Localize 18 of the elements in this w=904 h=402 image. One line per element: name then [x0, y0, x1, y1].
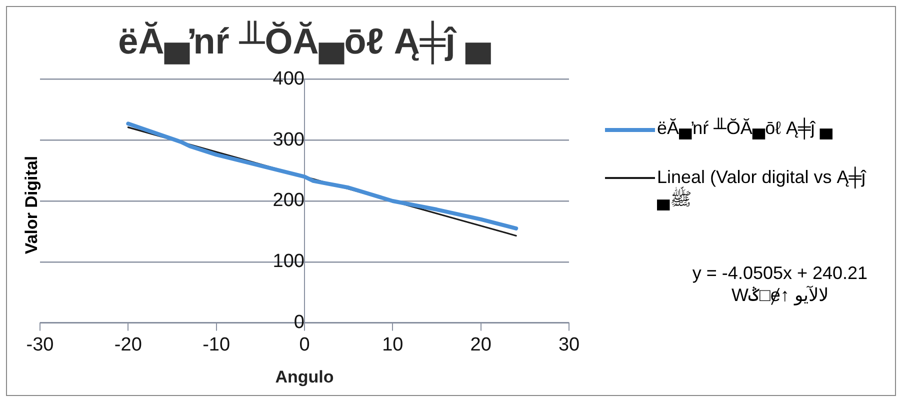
x-tick-label: 20	[470, 334, 492, 356]
chart-title: ëĂ▄ŉŕ ╨ŎĂ▄ōℓ Ą╪ĵ ▄	[118, 20, 492, 65]
text: Wݣ□ɇ↑ ﻻﻵيو	[730, 284, 830, 306]
y-tick-label: 200	[272, 190, 304, 212]
y-tick-label: 0	[294, 312, 304, 334]
y-axis-title: Valor Digital	[22, 156, 42, 254]
x-tick-label: 30	[558, 334, 580, 356]
x-tick-label: 10	[382, 334, 404, 356]
x-tick-label: -30	[26, 334, 54, 356]
legend-label: ëĂ▄ŉŕ ╨ŎĂ▄ōℓ Ą╪ĵ ▄	[657, 118, 832, 139]
y-tick-label: 100	[272, 251, 304, 272]
legend-label: Lineal (Valor digital vs Ą╪ĵ ▄ﷺ	[657, 167, 868, 212]
y-tick-label: 300	[272, 129, 304, 150]
x-tick-label: -10	[202, 334, 230, 356]
text: y = -4.0505x + 240.21	[691, 262, 869, 284]
x-axis-title: Angulo	[275, 367, 334, 386]
y-tick-label: 400	[272, 68, 304, 90]
x-tick-label: -20	[114, 334, 142, 356]
